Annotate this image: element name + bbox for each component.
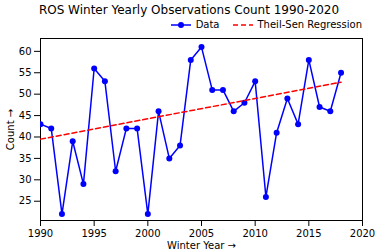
html-text:Theil-Sen Regression: Theil-Sen Regression [257,19,362,30]
svg-text:Winter Year →: Winter Year → [167,240,236,251]
svg-text:55: 55 [19,67,32,78]
html-text:Data: Data [195,19,220,30]
svg-text:2000: 2000 [135,228,160,239]
svg-text:60: 60 [19,46,32,57]
svg-text:2015: 2015 [296,228,321,239]
html-text:ROS Winter Yearly Observations: ROS Winter Yearly Observations Count 199… [38,3,340,17]
svg-text:1990: 1990 [28,228,53,239]
svg-text:30: 30 [19,174,32,185]
svg-text:45: 45 [19,110,32,121]
svg-text:1995: 1995 [81,228,106,239]
svg-text:2010: 2010 [242,228,267,239]
svg-text:Count →: Count → [5,109,16,150]
svg-text:25: 25 [19,195,32,206]
svg-text:2020: 2020 [350,228,375,239]
svg-text:2005: 2005 [189,228,214,239]
svg-text:50: 50 [19,88,32,99]
svg-text:35: 35 [19,153,32,164]
svg-text:40: 40 [19,131,32,142]
